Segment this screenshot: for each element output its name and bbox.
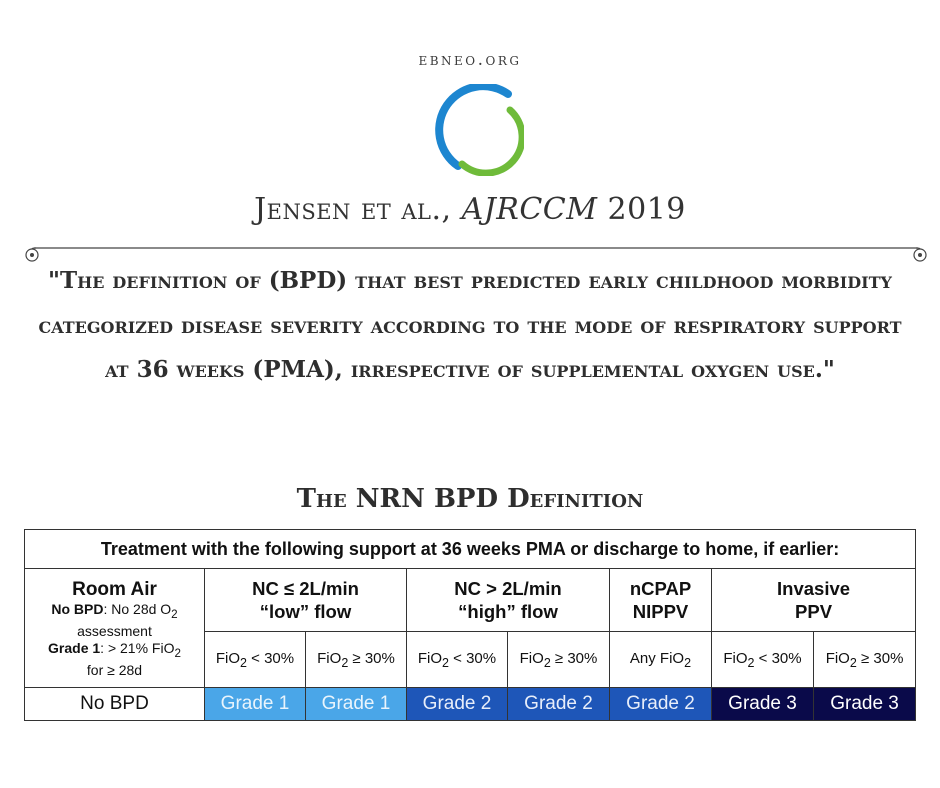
nrn-bpd-table: Treatment with the following support at …: [23, 529, 917, 721]
citation-authors: Jensen et al.,: [254, 192, 452, 227]
grade-cell: Grade 1: [305, 687, 407, 721]
grade-cell: Grade 2: [507, 687, 610, 721]
grade1-note: Grade 1: > 21% FiO2 for ≥ 28d: [48, 640, 181, 678]
fio-cell: FiO2 < 30%: [711, 631, 814, 688]
fio-cell: FiO2 ≥ 30%: [507, 631, 610, 688]
grade-cell: Grade 1: [204, 687, 306, 721]
fio-cell: FiO2 ≥ 30%: [305, 631, 407, 688]
column-ncpap-nippv: nCPAP NIPPV: [609, 568, 712, 632]
table-title: The NRN BPD Definition: [296, 484, 644, 514]
citation-year: 2019: [607, 192, 686, 227]
column-nc-high-flow: NC > 2L/min “high” flow: [406, 568, 610, 632]
room-air-title: Room Air: [72, 579, 157, 601]
grade-cell: Grade 3: [812, 687, 917, 721]
ornamental-divider: [25, 247, 927, 262]
no-bpd-note: No BPD: No 28d O2 assessment: [51, 601, 178, 639]
column-invasive-ppv: Invasive PPV: [710, 568, 917, 632]
column-nc-low-flow: NC ≤ 2L/min “low” flow: [204, 568, 407, 632]
site-name: EBNEO.ORG: [418, 50, 522, 70]
ebneo-logo-icon: [435, 84, 524, 176]
room-air-cell: Room Air No BPD: No 28d O2 assessment Gr…: [24, 568, 205, 688]
fio-cell: Any FiO2: [609, 631, 712, 688]
grade-cell: Grade 2: [406, 687, 508, 721]
grade-cell: Grade 2: [609, 687, 712, 721]
grade-cell-no-bpd: No BPD: [24, 687, 205, 721]
fio-cell: FiO2 ≥ 30%: [812, 631, 917, 688]
fio-cell: FiO2 < 30%: [204, 631, 306, 688]
table-header: Treatment with the following support at …: [23, 529, 917, 569]
fio-cell: FiO2 < 30%: [406, 631, 508, 688]
grade-cell: Grade 3: [711, 687, 814, 721]
quote-text: "The definition of (BPD) that best predi…: [38, 267, 902, 383]
citation: Jensen et al., AJRCCM 2019: [0, 192, 940, 227]
citation-journal: AJRCCM: [461, 192, 598, 227]
